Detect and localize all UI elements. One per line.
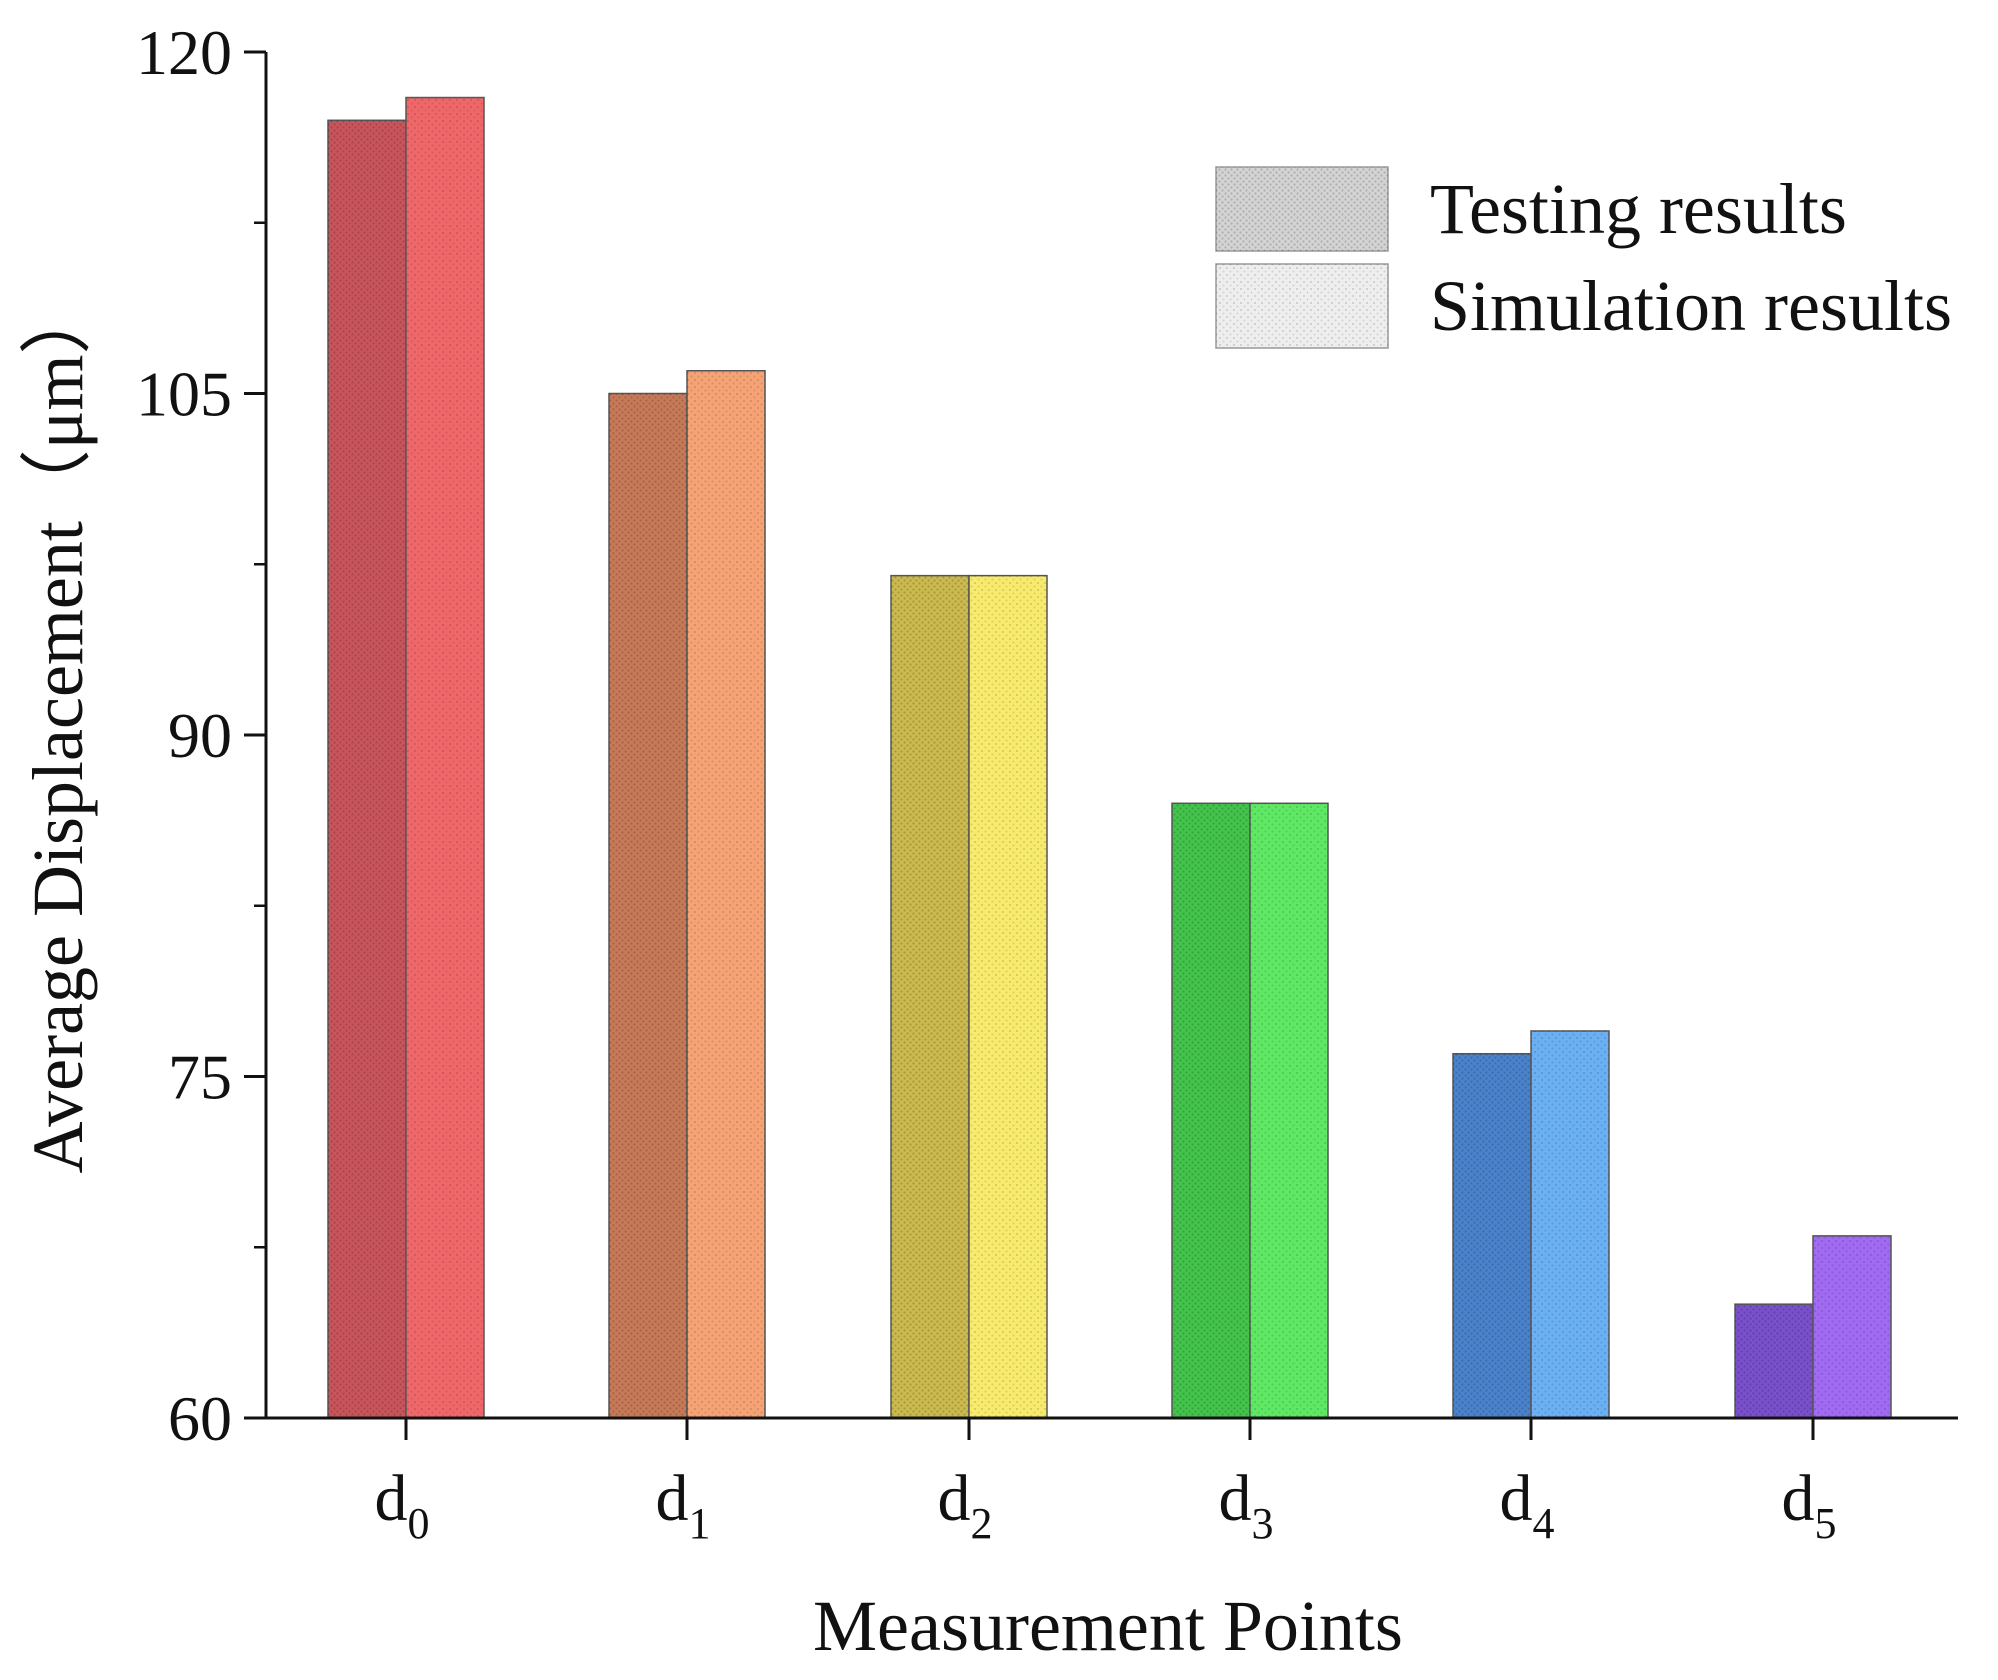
bar-pattern [1250,803,1328,1418]
y-tick-label: 75 [168,1042,232,1113]
legend-swatch-pattern [1216,264,1388,348]
x-tick-label: d0 [375,1462,430,1548]
bar-pattern [969,575,1047,1418]
simulation-bar-d4 [1530,1030,1610,1419]
testing-bar-d4 [1452,1052,1532,1419]
y-tick-label: 90 [168,700,232,771]
x-tick-label: d4 [1500,1462,1555,1548]
y-tick-label: 120 [136,17,232,88]
simulation-bar-d1 [686,369,766,1419]
testing-bar-d1 [608,392,688,1419]
testing-bar-d2 [890,574,970,1419]
testing-bar-d3 [1171,802,1251,1419]
legend-label: Testing results [1430,169,1847,249]
x-tick-label: d3 [1219,1462,1274,1548]
simulation-bar-d2 [968,574,1048,1419]
bar-pattern [406,97,484,1419]
testing-bar-d5 [1734,1303,1814,1419]
bar-pattern [1172,803,1250,1418]
bar-pattern [1735,1304,1813,1418]
y-axis-title: Average Displacement（μm） [18,283,98,1174]
legend-swatch-pattern [1216,167,1388,251]
legend: Testing results Simulation results [1215,166,1952,349]
bar-pattern [687,370,765,1418]
y-tick-label: 60 [168,1383,232,1454]
legend-item-simulation: Simulation results [1215,263,1952,349]
legend-label: Simulation results [1430,266,1952,346]
x-axis-title: Measurement Points [813,1586,1403,1666]
bar-pattern [328,120,406,1418]
bar-pattern [609,393,687,1418]
legend-item-testing: Testing results [1215,166,1847,252]
x-tick-label: d1 [656,1462,711,1548]
y-tick-label: 105 [136,359,232,430]
testing-bar-d0 [327,119,407,1419]
simulation-bar-d0 [405,96,485,1419]
simulation-bar-d3 [1249,802,1329,1419]
bar-pattern [1531,1030,1609,1418]
bars [327,96,1892,1419]
x-tick-label: d5 [1782,1462,1837,1548]
simulation-bar-d5 [1812,1235,1892,1419]
bar-pattern [1813,1235,1891,1418]
bar-pattern [891,575,969,1418]
x-tick-label: d2 [938,1462,993,1548]
bar-pattern [1453,1053,1531,1418]
axes: 60 75 90 105 120 d0 d1 d2 d3 d4 d5 [136,17,1958,1548]
